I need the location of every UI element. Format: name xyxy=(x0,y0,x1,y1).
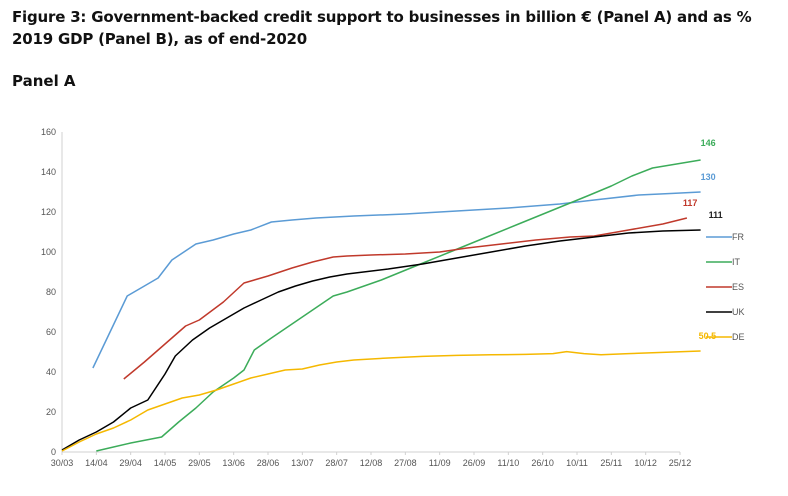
x-tick-label: 14/04 xyxy=(85,458,108,468)
series-line-fr xyxy=(92,191,701,369)
x-tick-label: 10/11 xyxy=(566,458,588,468)
x-tick-label: 11/09 xyxy=(429,458,451,468)
end-label-de: 50.5 xyxy=(699,331,717,341)
x-tick-label: 10/12 xyxy=(634,458,657,468)
x-tick-label: 29/05 xyxy=(188,458,211,468)
x-tick-label: 28/07 xyxy=(325,458,348,468)
x-tick-label: 11/10 xyxy=(497,458,519,468)
y-tick-label: 0 xyxy=(51,447,56,457)
panel-label: Panel A xyxy=(12,72,76,90)
x-tick-label: 14/05 xyxy=(154,458,177,468)
y-tick-label: 40 xyxy=(46,367,56,377)
legend-label-it: IT xyxy=(732,257,741,267)
x-tick-label: 25/12 xyxy=(669,458,692,468)
y-tick-label: 120 xyxy=(41,207,56,217)
x-tick-label: 28/06 xyxy=(257,458,280,468)
y-tick-label: 100 xyxy=(41,247,56,257)
y-tick-label: 60 xyxy=(46,327,56,337)
x-tick-label: 13/07 xyxy=(291,458,314,468)
series-line-de xyxy=(61,350,701,452)
series-line-uk xyxy=(61,229,701,451)
legend-label-de: DE xyxy=(732,332,745,342)
chart-axes: 0 20 40 60 80 100 120 140 160 30/03 14/04 29/04 14/0… xyxy=(41,127,691,468)
series-line-it xyxy=(96,159,701,452)
end-label-es: 117 xyxy=(683,198,698,208)
legend-label-es: ES xyxy=(732,282,744,292)
end-label-it: 146 xyxy=(701,138,716,148)
series-line-es xyxy=(123,217,688,380)
y-tick-label: 160 xyxy=(41,127,56,137)
end-labels: 130 146 117 111 50.5 xyxy=(683,138,723,341)
x-tick-label: 29/04 xyxy=(119,458,142,468)
y-tick-label: 80 xyxy=(46,287,56,297)
legend-label-fr: FR xyxy=(732,232,744,242)
series-lines xyxy=(61,159,701,452)
x-tick-label: 26/09 xyxy=(463,458,486,468)
y-tick-label: 140 xyxy=(41,167,56,177)
figure-title: Figure 3: Government-backed credit suppo… xyxy=(12,8,752,48)
x-tick-label: 13/06 xyxy=(222,458,245,468)
legend-label-uk: UK xyxy=(732,307,745,317)
x-tick-label: 26/10 xyxy=(531,458,554,468)
x-tick-label: 12/08 xyxy=(360,458,383,468)
y-tick-label: 20 xyxy=(46,407,56,417)
end-label-uk: 111 xyxy=(709,210,723,220)
x-tick-label: 27/08 xyxy=(394,458,417,468)
legend: FR IT ES UK DE xyxy=(706,232,745,342)
end-label-fr: 130 xyxy=(701,172,716,182)
x-tick-label: 30/03 xyxy=(51,458,74,468)
x-tick-label: 25/11 xyxy=(600,458,622,468)
